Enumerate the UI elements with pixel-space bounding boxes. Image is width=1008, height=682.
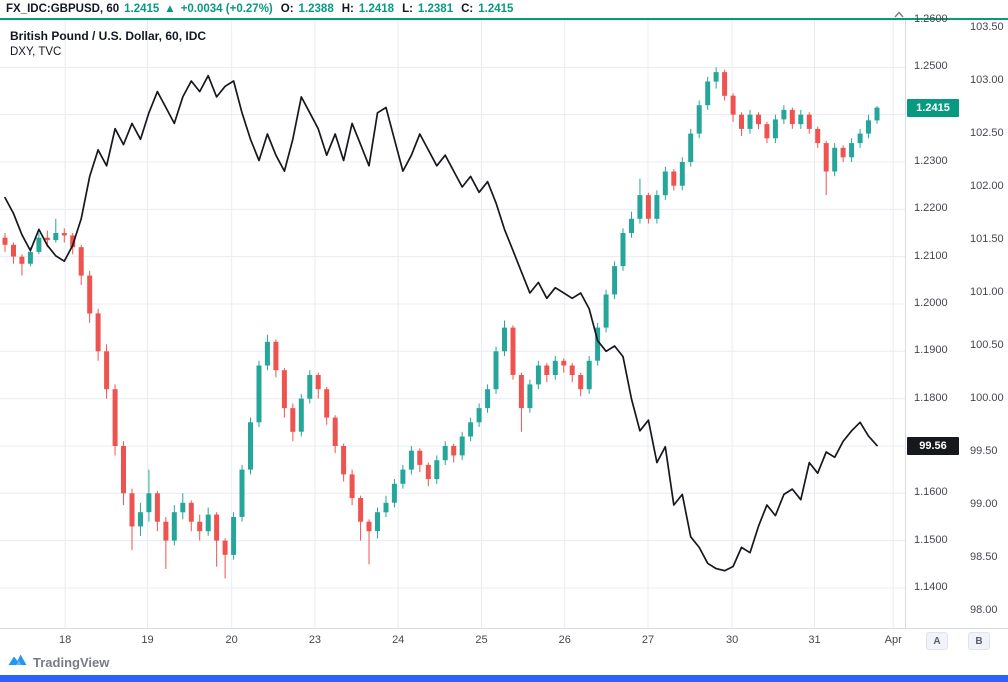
time-axis[interactable]: A B 18 19 20 23 24 25 26 27 30 31 Apr xyxy=(0,628,1008,651)
chevron-up-icon[interactable] xyxy=(894,5,904,23)
gbp-axis-label: 1.1900 xyxy=(914,344,948,357)
header-accent-divider xyxy=(0,18,1008,20)
time-axis-label: 25 xyxy=(475,634,488,646)
time-axis-label: 19 xyxy=(141,634,154,646)
dxy-axis-label: 102.50 xyxy=(970,127,1004,139)
dxy-axis-label: 100.50 xyxy=(970,339,1004,351)
footer-bar: TradingView xyxy=(0,650,1008,675)
dxy-price-badge: 99.56 xyxy=(907,436,959,455)
chart-pane[interactable]: British Pound / U.S. Dollar, 60, IDC DXY… xyxy=(0,20,905,628)
gbp-axis-label: 1.1400 xyxy=(914,580,948,593)
main-series-legend: British Pound / U.S. Dollar, 60, IDC xyxy=(10,29,207,43)
time-axis-label: 26 xyxy=(558,634,571,646)
price-change: +0.0034 (+0.27%) xyxy=(180,3,273,15)
gbp-axis-label: 1.2200 xyxy=(914,202,948,215)
symbol-title: FX_IDC:GBPUSD, 60 xyxy=(6,3,120,15)
time-axis-label: 24 xyxy=(392,634,405,646)
scale-a-button[interactable]: A xyxy=(926,632,948,650)
dxy-axis-label: 98.50 xyxy=(970,551,998,563)
high-label: H: xyxy=(341,3,354,15)
time-axis-label: 20 xyxy=(225,634,238,646)
dxy-axis-label: 102.00 xyxy=(970,180,1004,192)
high-value: 1.2418 xyxy=(358,3,395,15)
time-axis-label: 18 xyxy=(59,634,72,646)
last-price: 1.2415 xyxy=(124,3,160,15)
time-axis-label: 27 xyxy=(641,634,655,646)
dxy-axis-label: 103.00 xyxy=(970,74,1004,86)
gbp-axis-label: 1.2600 xyxy=(914,13,948,25)
gbp-axis-label: 1.2500 xyxy=(914,60,948,73)
close-label: C: xyxy=(461,3,474,15)
time-axis-label: Apr xyxy=(884,634,902,646)
chart-legend: British Pound / U.S. Dollar, 60, IDC DXY… xyxy=(10,28,206,60)
change-arrow-icon: ▲ xyxy=(164,3,176,15)
dxy-axis-label: 101.50 xyxy=(970,233,1004,245)
dxy-axis-label: 101.00 xyxy=(970,286,1004,298)
gbp-axis-label: 1.1800 xyxy=(914,391,948,404)
time-axis-label: 23 xyxy=(308,634,322,646)
dxy-axis-label: 98.00 xyxy=(970,604,998,616)
close-value: 1.2415 xyxy=(478,3,514,15)
bottom-banner-strip xyxy=(0,675,1008,682)
tradingview-brand-text[interactable]: TradingView xyxy=(33,655,110,670)
time-axis-label: 30 xyxy=(726,634,739,646)
dxy-axis-label: 99.50 xyxy=(970,445,998,457)
right-axis[interactable]: 1.2415 99.56 1.26001.25001.24001.23001.2… xyxy=(905,13,1008,628)
symbol-header: FX_IDC:GBPUSD, 60 1.2415 ▲ +0.0034 (+0.2… xyxy=(0,0,1008,18)
gbp-axis-label: 1.2300 xyxy=(914,154,948,167)
open-value: 1.2388 xyxy=(298,3,334,15)
low-value: 1.2381 xyxy=(417,3,454,15)
open-label: O: xyxy=(280,3,294,15)
tradingview-logo-icon[interactable] xyxy=(8,652,27,673)
dxy-axis-label: 103.50 xyxy=(970,21,1004,33)
price-chart-canvas[interactable] xyxy=(0,20,905,628)
overlay-series-legend: DXY, TVC xyxy=(10,46,62,58)
gbp-axis-label: 1.1600 xyxy=(914,486,948,499)
gbpusd-price-badge: 1.2415 xyxy=(907,98,959,117)
time-axis-label: 31 xyxy=(808,634,821,646)
gbp-axis-label: 1.2100 xyxy=(914,249,948,262)
dxy-axis-label: 99.00 xyxy=(970,498,998,510)
scale-b-button[interactable]: B xyxy=(968,632,990,650)
dxy-axis-label: 100.00 xyxy=(970,392,1004,404)
gbp-axis-label: 1.2000 xyxy=(914,296,948,309)
gbp-axis-label: 1.1500 xyxy=(914,533,948,546)
low-label: L: xyxy=(402,3,413,15)
